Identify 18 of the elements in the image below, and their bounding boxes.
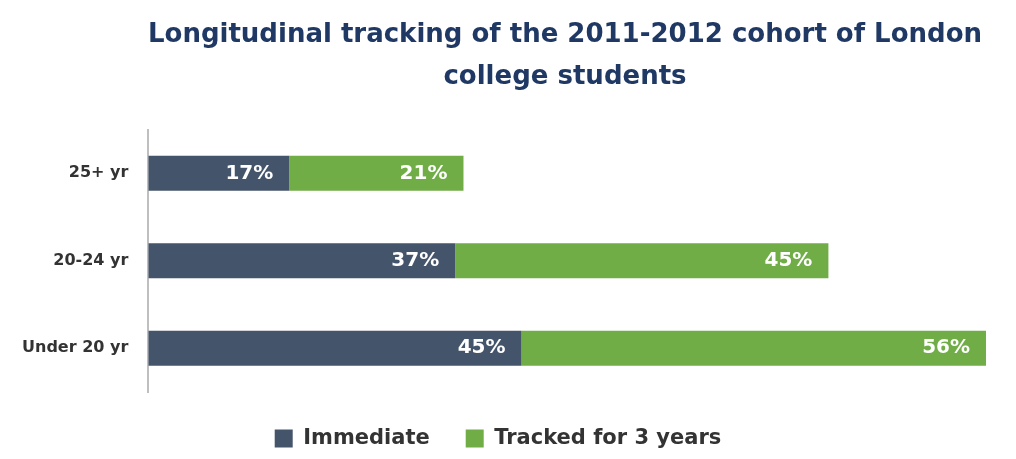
y-tick-label: 25+ yr xyxy=(68,162,129,182)
data-label: 45% xyxy=(457,334,506,359)
legend-label: Immediate xyxy=(303,424,430,449)
data-label: 17% xyxy=(225,159,274,184)
bar xyxy=(289,155,464,191)
legend-label: Tracked for 3 years xyxy=(494,424,722,449)
bar xyxy=(521,330,986,366)
bar xyxy=(148,243,456,279)
data-label: 21% xyxy=(399,159,448,184)
data-label: 45% xyxy=(764,247,813,271)
data-label: 56% xyxy=(922,334,970,359)
y-tick-label: 20-24 yr xyxy=(53,249,129,269)
bar xyxy=(148,155,290,191)
data-label: 37% xyxy=(391,247,440,271)
chart-title: Longitudinal tracking of the 2011-2012 cohort of London college students xyxy=(146,17,983,92)
bar xyxy=(455,243,829,279)
bar xyxy=(148,330,522,366)
y-tick-label: Under 20 yr xyxy=(21,337,129,357)
